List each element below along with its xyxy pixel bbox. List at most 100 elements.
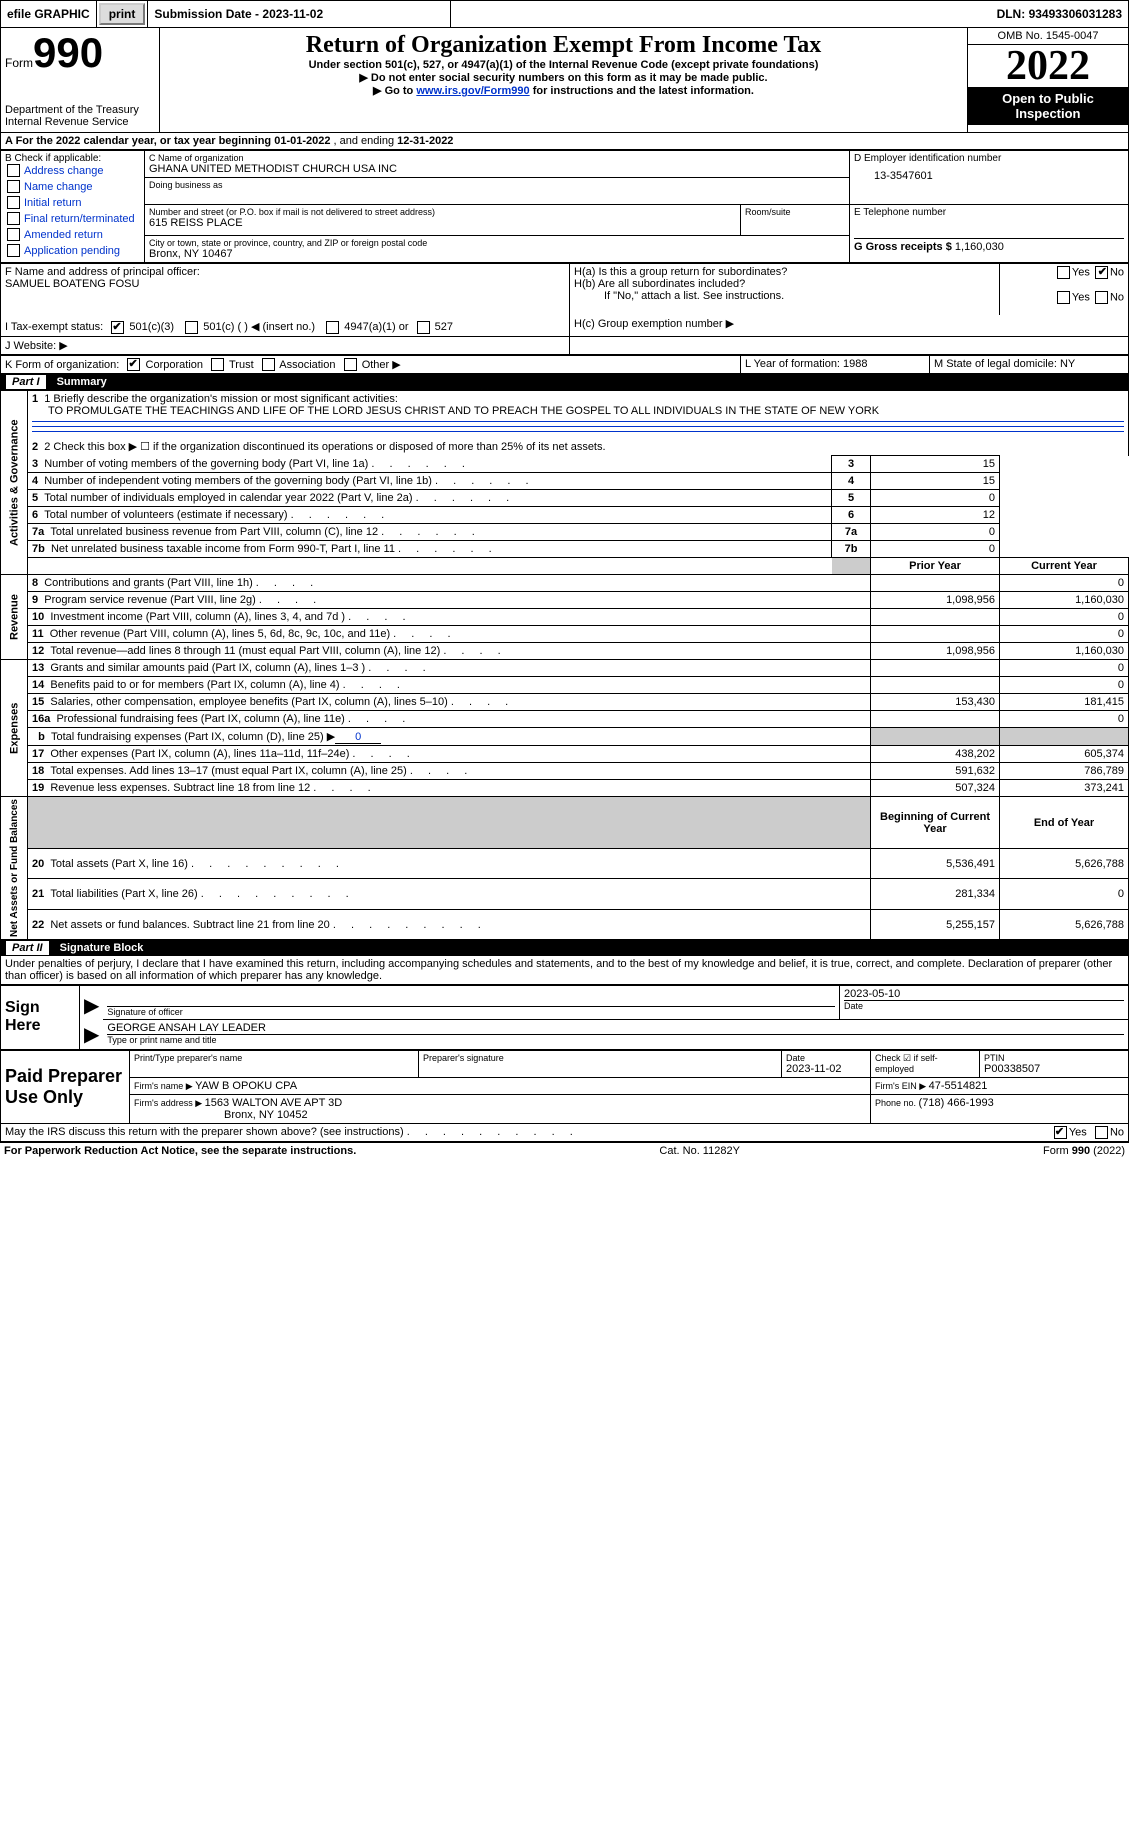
firm-ein-label: Firm's EIN ▶	[875, 1081, 929, 1091]
check-501c3[interactable]	[111, 321, 124, 334]
hb-no[interactable]	[1095, 291, 1108, 304]
check-527[interactable]	[417, 321, 430, 334]
header-table: B Check if applicable: Address change Na…	[0, 150, 1129, 263]
fhij-table: F Name and address of principal officer:…	[0, 263, 1129, 355]
box-b-label: B Check if applicable:	[5, 153, 140, 164]
print-button[interactable]: print	[99, 3, 146, 25]
expense-row-15: 15 Salaries, other compensation, employe…	[28, 694, 871, 711]
firm-addr1: 1563 WALTON AVE APT 3D	[205, 1097, 343, 1109]
expense-row-16a: 16a Professional fundraising fees (Part …	[28, 711, 871, 728]
revenue-row-11: 11 Other revenue (Part VIII, column (A),…	[28, 626, 871, 643]
sig-date-label: Date	[844, 1000, 1124, 1011]
pp-sig-label: Preparer's signature	[423, 1053, 777, 1063]
paid-preparer-table: Paid Preparer Use Only Print/Type prepar…	[0, 1050, 1129, 1124]
check-corp[interactable]	[127, 358, 140, 371]
revenue-row-10: 10 Investment income (Part VIII, column …	[28, 609, 871, 626]
sidebar-revenue: Revenue	[1, 575, 28, 660]
line-a: A For the 2022 calendar year, or tax yea…	[0, 133, 1129, 150]
year-formation-label: L Year of formation:	[745, 358, 843, 370]
officer-typed-name: GEORGE ANSAH LAY LEADER	[107, 1022, 1124, 1034]
form-number-col: Form990 Department of the Treasury Inter…	[1, 28, 160, 132]
check-trust[interactable]	[211, 358, 224, 371]
firm-addr2: Bronx, NY 10452	[134, 1109, 308, 1121]
discuss-no[interactable]	[1095, 1126, 1108, 1139]
col-prior: Prior Year	[871, 558, 1000, 575]
check-4947[interactable]	[326, 321, 339, 334]
phone-label: E Telephone number	[854, 207, 1124, 218]
officer-name: SAMUEL BOATENG FOSU	[5, 278, 565, 290]
title-col: Return of Organization Exempt From Incom…	[160, 28, 968, 132]
pp-date-label: Date	[786, 1053, 866, 1063]
year-col: OMB No. 1545-0047 2022 Open to Public In…	[968, 28, 1128, 132]
check-other[interactable]	[344, 358, 357, 371]
ha-no[interactable]	[1095, 266, 1108, 279]
declaration-text: Under penalties of perjury, I declare th…	[0, 956, 1129, 985]
gross-receipts-label: G Gross receipts $	[854, 241, 955, 253]
check-assoc[interactable]	[262, 358, 275, 371]
discuss-yes[interactable]	[1054, 1126, 1067, 1139]
website-label: J Website: ▶	[1, 336, 570, 354]
klm-table: K Form of organization: Corporation Trus…	[0, 355, 1129, 375]
check-amended[interactable]: Amended return	[5, 228, 103, 241]
sidebar-expenses: Expenses	[1, 660, 28, 797]
revenue-row-8: 8 Contributions and grants (Part VIII, l…	[28, 575, 871, 592]
ein-label: D Employer identification number	[854, 153, 1124, 164]
expense-row-17: 17 Other expenses (Part IX, column (A), …	[28, 746, 871, 763]
tax-year: 2022	[968, 45, 1128, 87]
pp-name-label: Print/Type preparer's name	[134, 1053, 414, 1063]
firm-phone: (718) 466-1993	[919, 1097, 994, 1109]
irs-label: Internal Revenue Service	[5, 116, 155, 128]
ptin-value: P00338507	[984, 1063, 1124, 1075]
summary-row-5: 5 Total number of individuals employed i…	[28, 490, 832, 507]
discuss-row: May the IRS discuss this return with the…	[0, 1124, 1129, 1142]
sidebar-activities: Activities & Governance	[1, 391, 28, 575]
summary-row-3: 3 Number of voting members of the govern…	[28, 456, 832, 473]
dept-treasury: Department of the Treasury	[5, 104, 155, 116]
room-label: Room/suite	[745, 207, 845, 217]
org-name: GHANA UNITED METHODIST CHURCH USA INC	[149, 163, 845, 175]
dln-label: DLN:	[997, 7, 1029, 21]
pp-date: 2023-11-02	[786, 1063, 866, 1075]
dln-value: 93493306031283	[1029, 7, 1122, 21]
year-formation: 1988	[843, 358, 867, 370]
netasset-row-21: 21 Total liabilities (Part X, line 26) .…	[28, 879, 871, 909]
ein-value: 13-3547601	[854, 164, 1124, 182]
form-header: Form990 Department of the Treasury Inter…	[0, 28, 1129, 133]
sig-officer-label: Signature of officer	[107, 1006, 835, 1017]
check-501c[interactable]	[185, 321, 198, 334]
firm-name: YAW B OPOKU CPA	[195, 1080, 297, 1092]
domicile-label: M State of legal domicile:	[934, 358, 1060, 370]
line-2: 2 2 Check this box ▶ ☐ if the organizati…	[28, 438, 1129, 456]
domicile-state: NY	[1060, 358, 1075, 370]
expense-row-19: 19 Revenue less expenses. Subtract line …	[28, 780, 871, 797]
hb-yes[interactable]	[1057, 291, 1070, 304]
street-value: 615 REISS PLACE	[149, 217, 736, 229]
expense-row-13: 13 Grants and similar amounts paid (Part…	[28, 660, 871, 677]
tax-exempt-row: I Tax-exempt status: 501(c)(3) 501(c) ( …	[5, 320, 565, 334]
goto-link-row: ▶ Go to www.irs.gov/Form990 for instruct…	[168, 84, 959, 97]
form-org-row: K Form of organization: Corporation Trus…	[1, 355, 741, 374]
ha-yes[interactable]	[1057, 266, 1070, 279]
irs-link[interactable]: www.irs.gov/Form990	[416, 85, 529, 97]
line-a-mid: , and ending	[330, 135, 397, 147]
expense-row-b: b Total fundraising expenses (Part IX, c…	[28, 728, 871, 746]
check-initial-return[interactable]: Initial return	[5, 196, 81, 209]
expense-row-14: 14 Benefits paid to or for members (Part…	[28, 677, 871, 694]
main-title: Return of Organization Exempt From Incom…	[168, 32, 959, 59]
part1-title: Summary	[57, 376, 107, 388]
hb-label: H(b) Are all subordinates included?	[574, 278, 995, 290]
check-name-change[interactable]: Name change	[5, 180, 93, 193]
check-final-return[interactable]: Final return/terminated	[5, 212, 135, 225]
check-pending[interactable]: Application pending	[5, 244, 120, 257]
efile-label: efile GRAPHIC	[1, 1, 97, 27]
ssn-warning: ▶ Do not enter social security numbers o…	[168, 71, 959, 84]
hc-label: H(c) Group exemption number ▶	[570, 315, 1129, 336]
ptin-label: PTIN	[984, 1053, 1124, 1063]
pp-selfemp: Check ☑ if self-employed	[875, 1053, 975, 1074]
check-address-change[interactable]: Address change	[5, 164, 104, 177]
summary-table: Activities & Governance 1 1 Briefly desc…	[0, 390, 1129, 940]
pra-notice: For Paperwork Reduction Act Notice, see …	[4, 1145, 356, 1157]
org-name-label: C Name of organization	[149, 153, 845, 163]
city-label: City or town, state or province, country…	[149, 238, 845, 248]
firm-name-label: Firm's name ▶	[134, 1081, 195, 1091]
